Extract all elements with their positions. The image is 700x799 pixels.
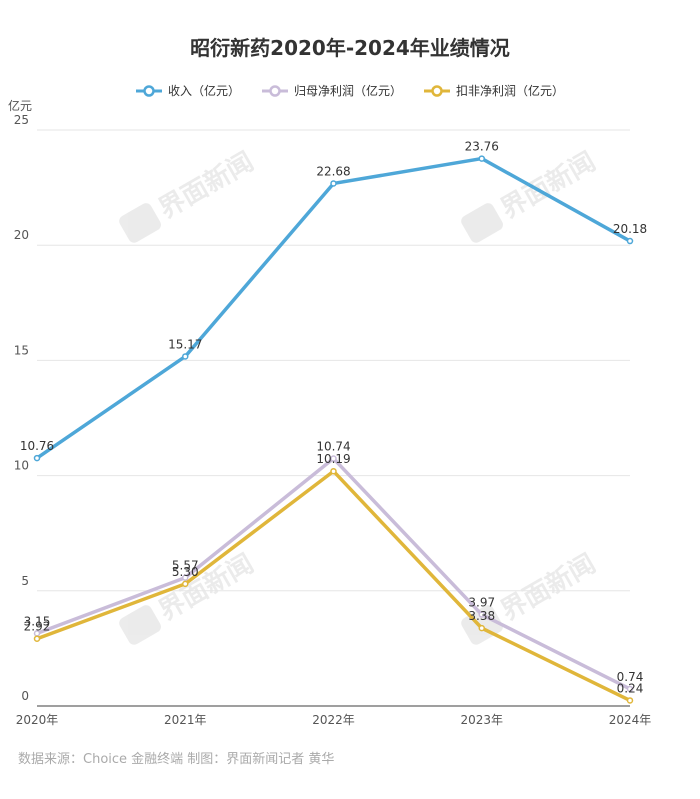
watermark-text: 界面新闻 (495, 548, 601, 627)
watermark-logo-icon (461, 203, 503, 243)
y-tick-label: 25 (14, 113, 29, 127)
legend-swatch-icon (424, 84, 450, 97)
x-tick-label: 2021年 (164, 713, 207, 727)
data-point (330, 180, 337, 187)
data-point (626, 697, 634, 704)
data-point (626, 685, 634, 693)
data-label: 0.24 (617, 681, 644, 695)
legend-swatch-icon (135, 84, 162, 97)
data-point (330, 455, 337, 462)
y-tick-label: 15 (14, 343, 29, 357)
data-label: 3.97 (468, 596, 495, 610)
data-point (478, 611, 485, 618)
legend-label: 归母净利润（亿元） (293, 84, 402, 98)
data-point (478, 624, 485, 632)
y-axis-unit: 亿元 (8, 98, 32, 113)
data-label: 10.74 (316, 440, 350, 454)
watermark-0: 界面新闻 (119, 146, 259, 243)
y-tick-label: 20 (14, 228, 29, 242)
data-point (330, 467, 337, 475)
data-point (626, 237, 634, 245)
data-label: 15.17 (168, 337, 202, 351)
data-label: 3.15 (24, 614, 51, 628)
legend: 收入（亿元） 归母净利润（亿元） 扣非净利润（亿元） (0, 82, 700, 99)
data-label: 22.68 (316, 164, 350, 178)
legend-item[interactable]: 归母净利润（亿元） (261, 82, 402, 99)
watermark-text: 界面新闻 (495, 146, 601, 225)
data-label: 10.76 (20, 439, 54, 453)
watermark-logo-icon (119, 605, 161, 645)
x-tick-label: 2023年 (460, 713, 503, 727)
watermark-text: 界面新闻 (153, 146, 259, 225)
chart-title: 昭衍新药2020年-2024年业绩情况 (190, 36, 510, 60)
x-tick-label: 2022年 (312, 713, 355, 727)
data-label: 2.92 (24, 620, 51, 634)
y-tick-label: 10 (14, 459, 29, 473)
data-label: 20.18 (613, 222, 647, 236)
legend-label: 扣非净利润（亿元） (456, 84, 565, 98)
source-text: 数据来源：Choice 金融终端 制图：界面新闻记者 黄华 (18, 752, 335, 767)
data-point (33, 454, 41, 462)
data-point (478, 155, 485, 162)
data-point (33, 635, 41, 642)
legend-swatch-icon (261, 84, 288, 97)
data-label: 10.19 (316, 452, 350, 466)
x-tick-label: 2020年 (16, 713, 59, 727)
legend-item[interactable]: 扣非净利润（亿元） (424, 82, 564, 99)
x-tick-label: 2024年 (609, 713, 652, 727)
y-tick-label: 5 (21, 574, 29, 588)
watermark-logo-icon (119, 203, 161, 243)
data-label: 5.57 (172, 559, 199, 573)
legend-label: 收入（亿元） (167, 84, 240, 98)
data-point (182, 580, 189, 588)
legend-item[interactable]: 收入（亿元） (135, 82, 240, 99)
data-label: 23.76 (465, 140, 499, 154)
data-point (182, 574, 189, 581)
data-point (182, 353, 189, 360)
data-label: 0.74 (617, 670, 644, 684)
data-label: 3.38 (468, 609, 495, 623)
y-tick-label: 0 (21, 689, 29, 703)
data-label: 5.30 (172, 565, 199, 579)
